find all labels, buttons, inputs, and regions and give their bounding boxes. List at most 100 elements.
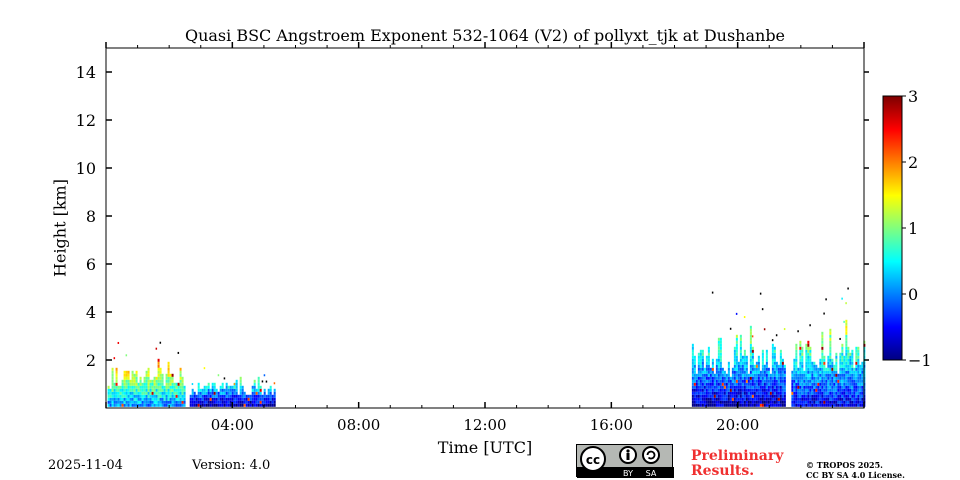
heatmap-cell — [777, 370, 780, 374]
heatmap-cell — [693, 400, 696, 404]
heatmap-cell — [203, 403, 206, 407]
heatmap-cell — [693, 394, 696, 398]
heatmap-cell — [761, 352, 764, 356]
heatmap-cell — [751, 379, 754, 383]
heatmap-cell — [129, 403, 132, 407]
heatmap-cell — [729, 385, 732, 389]
heatmap-cell — [815, 376, 818, 380]
heatmap-cell — [791, 373, 794, 377]
heatmap-cell — [159, 385, 162, 389]
heatmap-cell — [829, 391, 832, 395]
heatmap-cell — [799, 397, 802, 401]
colorbar-slice — [883, 323, 902, 325]
heatmap-cell — [827, 379, 830, 383]
heatmap-cell — [835, 352, 838, 356]
heatmap-cell — [773, 346, 776, 350]
heatmap-cell — [761, 391, 764, 395]
heatmap-cell — [819, 397, 822, 401]
heatmap-cell — [791, 400, 794, 404]
colorbar-slice — [883, 238, 902, 240]
heatmap-cell — [853, 379, 856, 383]
heatmap-cell — [735, 373, 738, 377]
heatmap-cell — [251, 388, 254, 392]
heatmap-cell — [797, 391, 800, 395]
colorbar-slice — [883, 346, 902, 348]
heatmap-cell — [209, 397, 212, 401]
colorbar-slice — [883, 164, 902, 166]
heatmap-cell — [861, 364, 864, 368]
heatmap-cell — [201, 400, 204, 404]
colorbar-slice — [883, 120, 902, 122]
heatmap-cell — [823, 388, 826, 392]
heatmap-cell — [815, 391, 818, 395]
heatmap-cell — [771, 403, 774, 407]
heatmap-cell — [807, 358, 810, 362]
heatmap-cell — [691, 346, 694, 350]
heatmap-cell — [803, 388, 806, 392]
heatmap-cell — [765, 379, 768, 383]
heatmap-cell — [813, 367, 816, 371]
heatmap-cell — [737, 400, 740, 404]
heatmap-cell — [823, 391, 826, 395]
heatmap-cell — [117, 385, 120, 389]
heatmap-cell — [821, 376, 824, 380]
colorbar-slice — [883, 278, 902, 280]
heatmap-cell — [721, 382, 724, 386]
colorbar-slice — [883, 241, 902, 243]
heatmap-cell — [147, 379, 150, 383]
heatmap-cell — [761, 364, 764, 368]
heatmap-cell — [755, 379, 758, 383]
heatmap-cell — [805, 388, 808, 392]
heatmap-cell — [249, 400, 252, 404]
heatmap-cell — [721, 394, 724, 398]
heatmap-cell — [189, 403, 192, 407]
heatmap-cell — [823, 385, 826, 389]
heatmap-cell — [701, 388, 704, 392]
heatmap-cell — [773, 352, 776, 356]
heatmap-cell — [701, 355, 704, 359]
heatmap-cell — [693, 361, 696, 365]
heatmap-cell — [823, 364, 826, 368]
heatmap-cell — [831, 400, 834, 404]
heatmap-cell — [739, 367, 742, 371]
heatmap-cell — [815, 373, 818, 377]
heatmap-cell — [763, 403, 766, 407]
heatmap-cell — [763, 382, 766, 386]
heatmap-cell — [157, 367, 160, 371]
heatmap-cell — [171, 397, 174, 401]
heatmap-cell — [753, 364, 756, 368]
heatmap-cell — [179, 376, 182, 380]
heatmap-cell — [719, 364, 722, 368]
heatmap-cell — [741, 358, 744, 362]
heatmap-cell — [229, 394, 232, 398]
colorbar-slice — [883, 334, 902, 336]
heatmap-cell — [695, 403, 698, 407]
heatmap-cell — [775, 367, 778, 371]
heatmap-cell — [857, 385, 860, 389]
heatmap-cell — [801, 391, 804, 395]
colorbar-slice — [883, 155, 902, 157]
heatmap-cell — [849, 376, 852, 380]
heatmap-cell — [705, 367, 708, 371]
heatmap-cell — [135, 400, 138, 404]
heatmap-cell — [139, 391, 142, 395]
heatmap-cell — [845, 343, 848, 347]
heatmap-cell — [213, 403, 216, 407]
heatmap-cell — [151, 397, 154, 401]
heatmap-cell — [157, 403, 160, 407]
heatmap-cell — [169, 403, 172, 407]
heatmap-cell — [829, 400, 832, 404]
heatmap-cell — [241, 391, 244, 395]
colorbar-slice — [883, 135, 902, 137]
heatmap-cell — [115, 382, 118, 386]
heatmap-cell — [169, 385, 172, 389]
heatmap-cell — [803, 391, 806, 395]
heatmap-cell — [823, 355, 826, 359]
heatmap-cell — [149, 397, 152, 401]
colorbar-slice — [883, 339, 902, 341]
heatmap-cell — [795, 355, 798, 359]
heatmap-cell — [749, 355, 752, 359]
heatmap-cell — [721, 379, 724, 383]
colorbar-slice — [883, 259, 902, 261]
colorbar-slice — [883, 314, 902, 316]
